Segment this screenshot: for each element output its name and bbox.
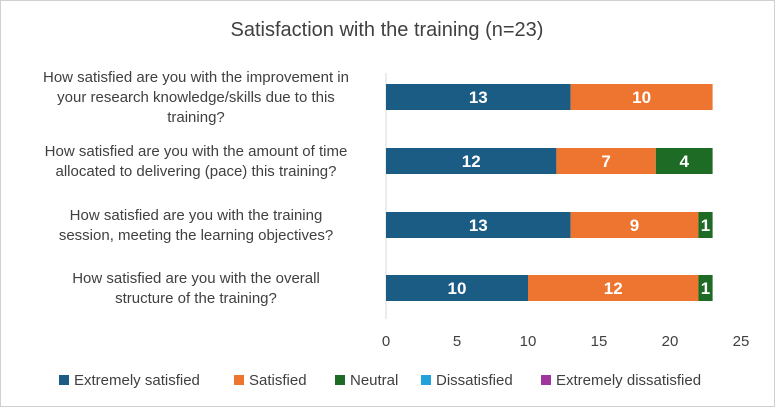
category-label: How satisfied are you with the amount of… — [45, 143, 348, 160]
category-label: How satisfied are you with the overall — [72, 270, 320, 287]
data-label: 4 — [679, 152, 689, 171]
category-label: session, meeting the learning objectives… — [59, 227, 333, 244]
category-label: allocated to delivering (pace) this trai… — [56, 163, 337, 180]
bar-segment — [386, 148, 557, 174]
data-label: 1 — [701, 279, 710, 298]
category-label: training? — [167, 109, 225, 126]
category-label: How satisfied are you with the improveme… — [43, 69, 349, 86]
x-tick-label: 15 — [591, 333, 608, 350]
chart-title: Satisfaction with the training (n=23) — [231, 19, 544, 41]
category-label: structure of the training? — [115, 290, 277, 307]
data-label: 9 — [630, 216, 639, 235]
legend-swatch — [335, 375, 345, 385]
bar-segment — [655, 148, 713, 174]
x-tick-label: 20 — [662, 333, 679, 350]
data-label: 12 — [604, 279, 623, 298]
legend-label: Neutral — [350, 372, 398, 389]
category-label: How satisfied are you with the training — [70, 207, 323, 224]
category-labels: How satisfied are you with the improveme… — [43, 69, 349, 307]
data-label: 13 — [469, 88, 488, 107]
bar-segment — [556, 148, 656, 174]
legend-label: Extremely satisfied — [74, 372, 200, 389]
x-axis-ticks: 0 5 10 15 20 25 — [382, 333, 750, 350]
bar-segment — [386, 275, 528, 301]
x-tick-label: 5 — [453, 333, 461, 350]
bar-segment — [386, 212, 571, 238]
data-label: 1 — [701, 216, 710, 235]
data-label: 10 — [632, 88, 651, 107]
data-label: 13 — [469, 216, 488, 235]
legend: Extremely satisfied Satisfied Neutral Dissa… — [59, 372, 701, 389]
data-label: 10 — [448, 279, 467, 298]
legend-swatch — [234, 375, 244, 385]
legend-swatch — [421, 375, 431, 385]
category-label: your research knowledge/skills due to th… — [57, 89, 335, 106]
legend-swatch — [59, 375, 69, 385]
x-tick-label: 25 — [733, 333, 750, 350]
data-label: 7 — [601, 152, 610, 171]
bar-segment — [698, 275, 713, 301]
bars-group: 13 10 12 7 4 13 9 1 10 12 1 — [386, 84, 713, 301]
bar-segment — [386, 84, 571, 110]
x-tick-label: 10 — [520, 333, 537, 350]
data-label: 12 — [462, 152, 481, 171]
legend-label: Extremely dissatisfied — [556, 372, 701, 389]
bar-segment — [528, 275, 699, 301]
bar-segment — [570, 84, 713, 110]
legend-label: Dissatisfied — [436, 372, 513, 389]
bar-segment — [570, 212, 699, 238]
legend-swatch — [541, 375, 551, 385]
x-tick-label: 0 — [382, 333, 390, 350]
legend-label: Satisfied — [249, 372, 307, 389]
bar-segment — [698, 212, 713, 238]
